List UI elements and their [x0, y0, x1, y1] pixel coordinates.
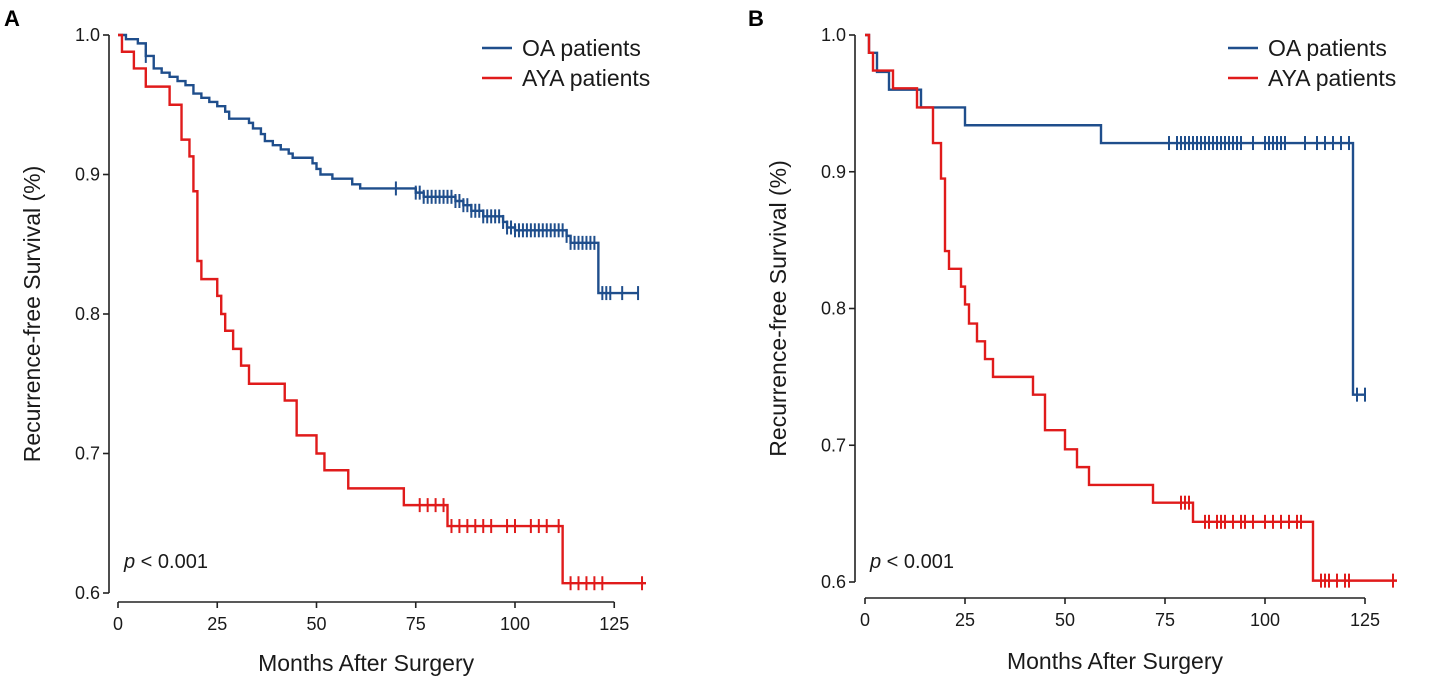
y-tick-label: 0.6	[75, 583, 100, 603]
x-tick-label: 25	[207, 614, 227, 634]
x-tick-label: 0	[113, 614, 123, 634]
panel-b: B 0.6 0.7 0.8 0.9 1.0 0 25 50 75 100 125 Months Afte…	[748, 6, 1397, 674]
p-value-annotation: p < 0.001	[123, 551, 208, 573]
y-tick-label: 1.0	[821, 25, 846, 45]
panel-letter: B	[748, 6, 764, 31]
p-value-text: < 0.001	[135, 551, 208, 573]
x-tick-label: 50	[1055, 610, 1075, 630]
x-tick-label: 100	[1250, 610, 1280, 630]
legend-label: OA patients	[1268, 35, 1387, 61]
p-value-symbol: p	[123, 551, 135, 573]
legend-label: AYA patients	[522, 65, 650, 91]
y-tick-label: 0.9	[821, 162, 846, 182]
x-tick-label: 100	[500, 614, 530, 634]
y-tick-label: 0.8	[821, 299, 846, 319]
p-value-symbol: p	[869, 551, 881, 573]
y-tick-label: 0.7	[821, 435, 846, 455]
y-axis-title: Recurrence-free Survival (%)	[19, 166, 45, 463]
panel-a: A 0.6 0.7 0.8 0.9 1.0 0 25 50 75 100 125 Months Afte…	[4, 6, 650, 676]
p-value-annotation: p < 0.001	[869, 551, 954, 573]
x-axis-title: Months After Surgery	[258, 650, 475, 676]
p-value-text: < 0.001	[881, 551, 954, 573]
survival-curve	[865, 33, 1397, 582]
x-tick-label: 50	[306, 614, 326, 634]
y-tick-label: 0.8	[75, 304, 100, 324]
y-axis-title: Recurrence-free Survival (%)	[765, 160, 791, 457]
x-tick-label: 0	[860, 610, 870, 630]
x-tick-label: 75	[1155, 610, 1175, 630]
x-tick-label: 75	[406, 614, 426, 634]
y-tick-label: 0.6	[821, 572, 846, 592]
x-tick-label: 125	[599, 614, 629, 634]
panel-letter: A	[4, 6, 20, 31]
y-tick-label: 1.0	[75, 25, 100, 45]
x-tick-label: 125	[1350, 610, 1380, 630]
legend-label: OA patients	[522, 35, 641, 61]
legend-label: AYA patients	[1268, 65, 1396, 91]
x-tick-label: 25	[955, 610, 975, 630]
y-tick-label: 0.7	[75, 444, 100, 464]
x-axis-title: Months After Surgery	[1007, 648, 1224, 674]
y-tick-label: 0.9	[75, 165, 100, 185]
survival-curve	[118, 33, 646, 585]
